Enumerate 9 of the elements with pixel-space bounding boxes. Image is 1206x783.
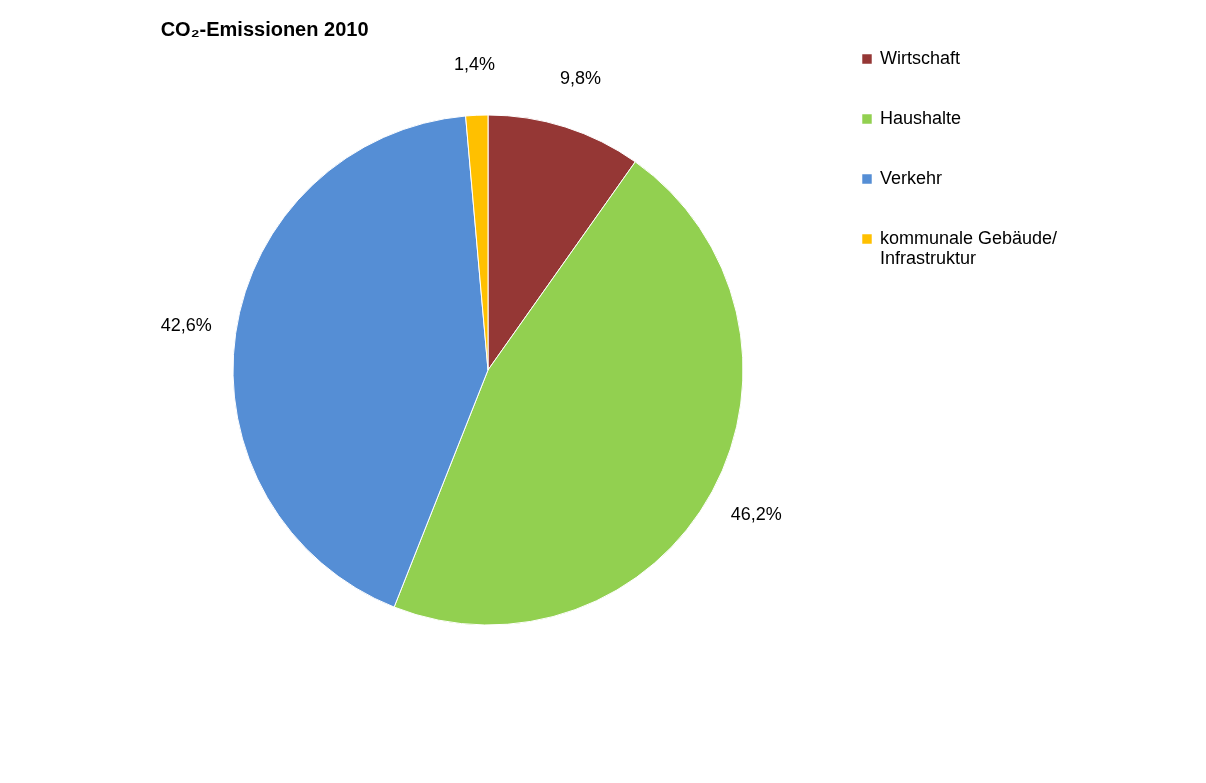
data-label: 42,6%	[160, 315, 212, 336]
data-label: 1,4%	[454, 54, 496, 75]
chart-title: CO₂-Emissionen 2010	[160, 18, 369, 40]
legend-label: Wirtschaft	[880, 48, 961, 68]
data-label: 9,8%	[559, 68, 601, 89]
legend-label: Verkehr	[880, 168, 943, 188]
legend-label: kommunale Gebäude/Infrastruktur	[880, 228, 1058, 268]
legend-label: Haushalte	[880, 108, 962, 128]
data-label: 46,2%	[730, 504, 782, 525]
